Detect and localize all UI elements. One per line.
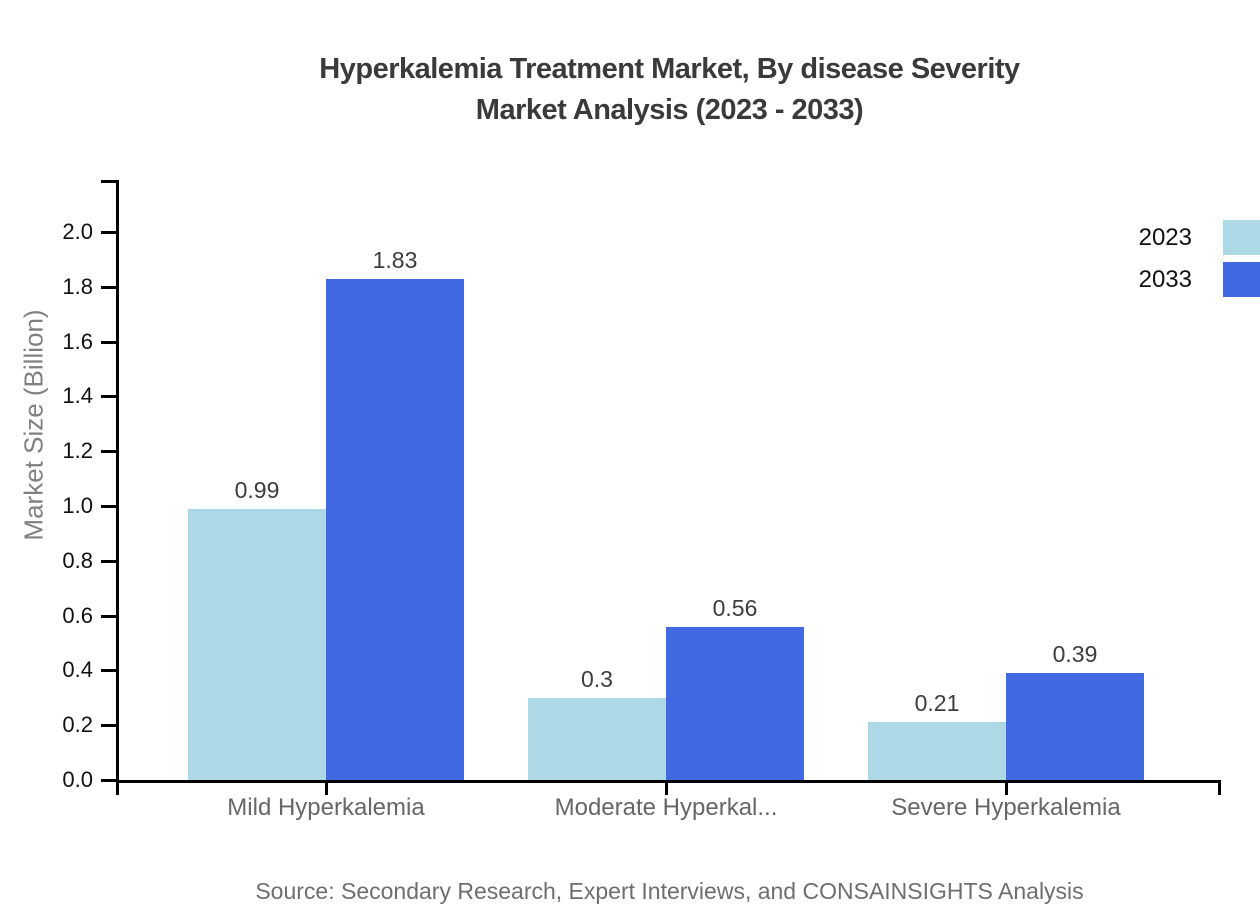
legend-label-2033: 2033	[1138, 266, 1192, 293]
chart-title-line-2: Market Analysis (2023 - 2033)	[475, 94, 864, 126]
data-label-2033-severe-hyperkalemia: 0.39	[1052, 641, 1098, 667]
y-tick-mark	[101, 395, 116, 398]
data-label-2033-mild-hyperkalemia: 1.83	[372, 247, 418, 273]
data-label-2033-moderate-hyperkal: 0.56	[712, 595, 758, 621]
y-tick-mark	[101, 231, 116, 234]
y-tick-mark	[101, 615, 116, 618]
y-tick-mark	[101, 779, 116, 782]
legend-swatch-2023	[1223, 220, 1260, 255]
y-tick-label: 1.2	[62, 438, 93, 463]
y-tick-mark	[101, 341, 116, 344]
category-label-severe-hyperkalemia: Severe Hyperkalemia	[891, 794, 1121, 821]
y-tick-label: 1.4	[62, 383, 93, 408]
y-tick-mark	[101, 286, 116, 289]
chart-title: Hyperkalemia Treatment Market, By diseas…	[118, 49, 1221, 131]
bar-2033-mild-hyperkalemia	[326, 279, 464, 780]
legend-label-2023: 2023	[1138, 224, 1192, 251]
legend-swatch-2033	[1223, 262, 1260, 297]
x-tick-mark	[325, 780, 328, 795]
y-tick-label: 1.0	[62, 493, 93, 518]
bar-2023-mild-hyperkalemia	[188, 509, 326, 780]
category-label-moderate-hyperkal: Moderate Hyperkal...	[554, 794, 778, 821]
y-tick-label: 0.8	[62, 548, 93, 573]
y-axis-end-tick	[101, 180, 116, 183]
category-label-mild-hyperkalemia: Mild Hyperkalemia	[227, 794, 425, 821]
y-tick-label: 0.4	[62, 657, 93, 682]
data-label-2023-moderate-hyperkal: 0.3	[581, 666, 613, 692]
y-tick-label: 2.0	[62, 219, 93, 244]
y-tick-mark	[101, 505, 116, 508]
bar-2023-moderate-hyperkal	[528, 698, 666, 780]
chart-title-line-1: Hyperkalemia Treatment Market, By diseas…	[319, 53, 1020, 85]
y-tick-label: 0.0	[62, 767, 93, 792]
y-tick-mark	[101, 669, 116, 672]
source-text: Source: Secondary Research, Expert Inter…	[255, 878, 1084, 904]
data-label-2023-mild-hyperkalemia: 0.99	[234, 477, 280, 503]
y-tick-label: 0.6	[62, 603, 93, 628]
y-tick-mark	[101, 724, 116, 727]
y-tick-label: 1.6	[62, 329, 93, 354]
x-axis-end-tick	[1218, 780, 1221, 795]
x-tick-mark	[665, 780, 668, 795]
data-label-2023-severe-hyperkalemia: 0.21	[914, 690, 960, 716]
y-axis-line	[116, 180, 119, 795]
x-axis-line	[116, 780, 1221, 783]
y-tick-mark	[101, 450, 116, 453]
bar-2033-severe-hyperkalemia	[1006, 673, 1144, 780]
x-tick-mark	[1005, 780, 1008, 795]
bar-2033-moderate-hyperkal	[666, 627, 804, 780]
y-tick-label: 0.2	[62, 712, 93, 737]
y-tick-label: 1.8	[62, 274, 93, 299]
bar-2023-severe-hyperkalemia	[868, 722, 1006, 780]
y-tick-mark	[101, 560, 116, 563]
